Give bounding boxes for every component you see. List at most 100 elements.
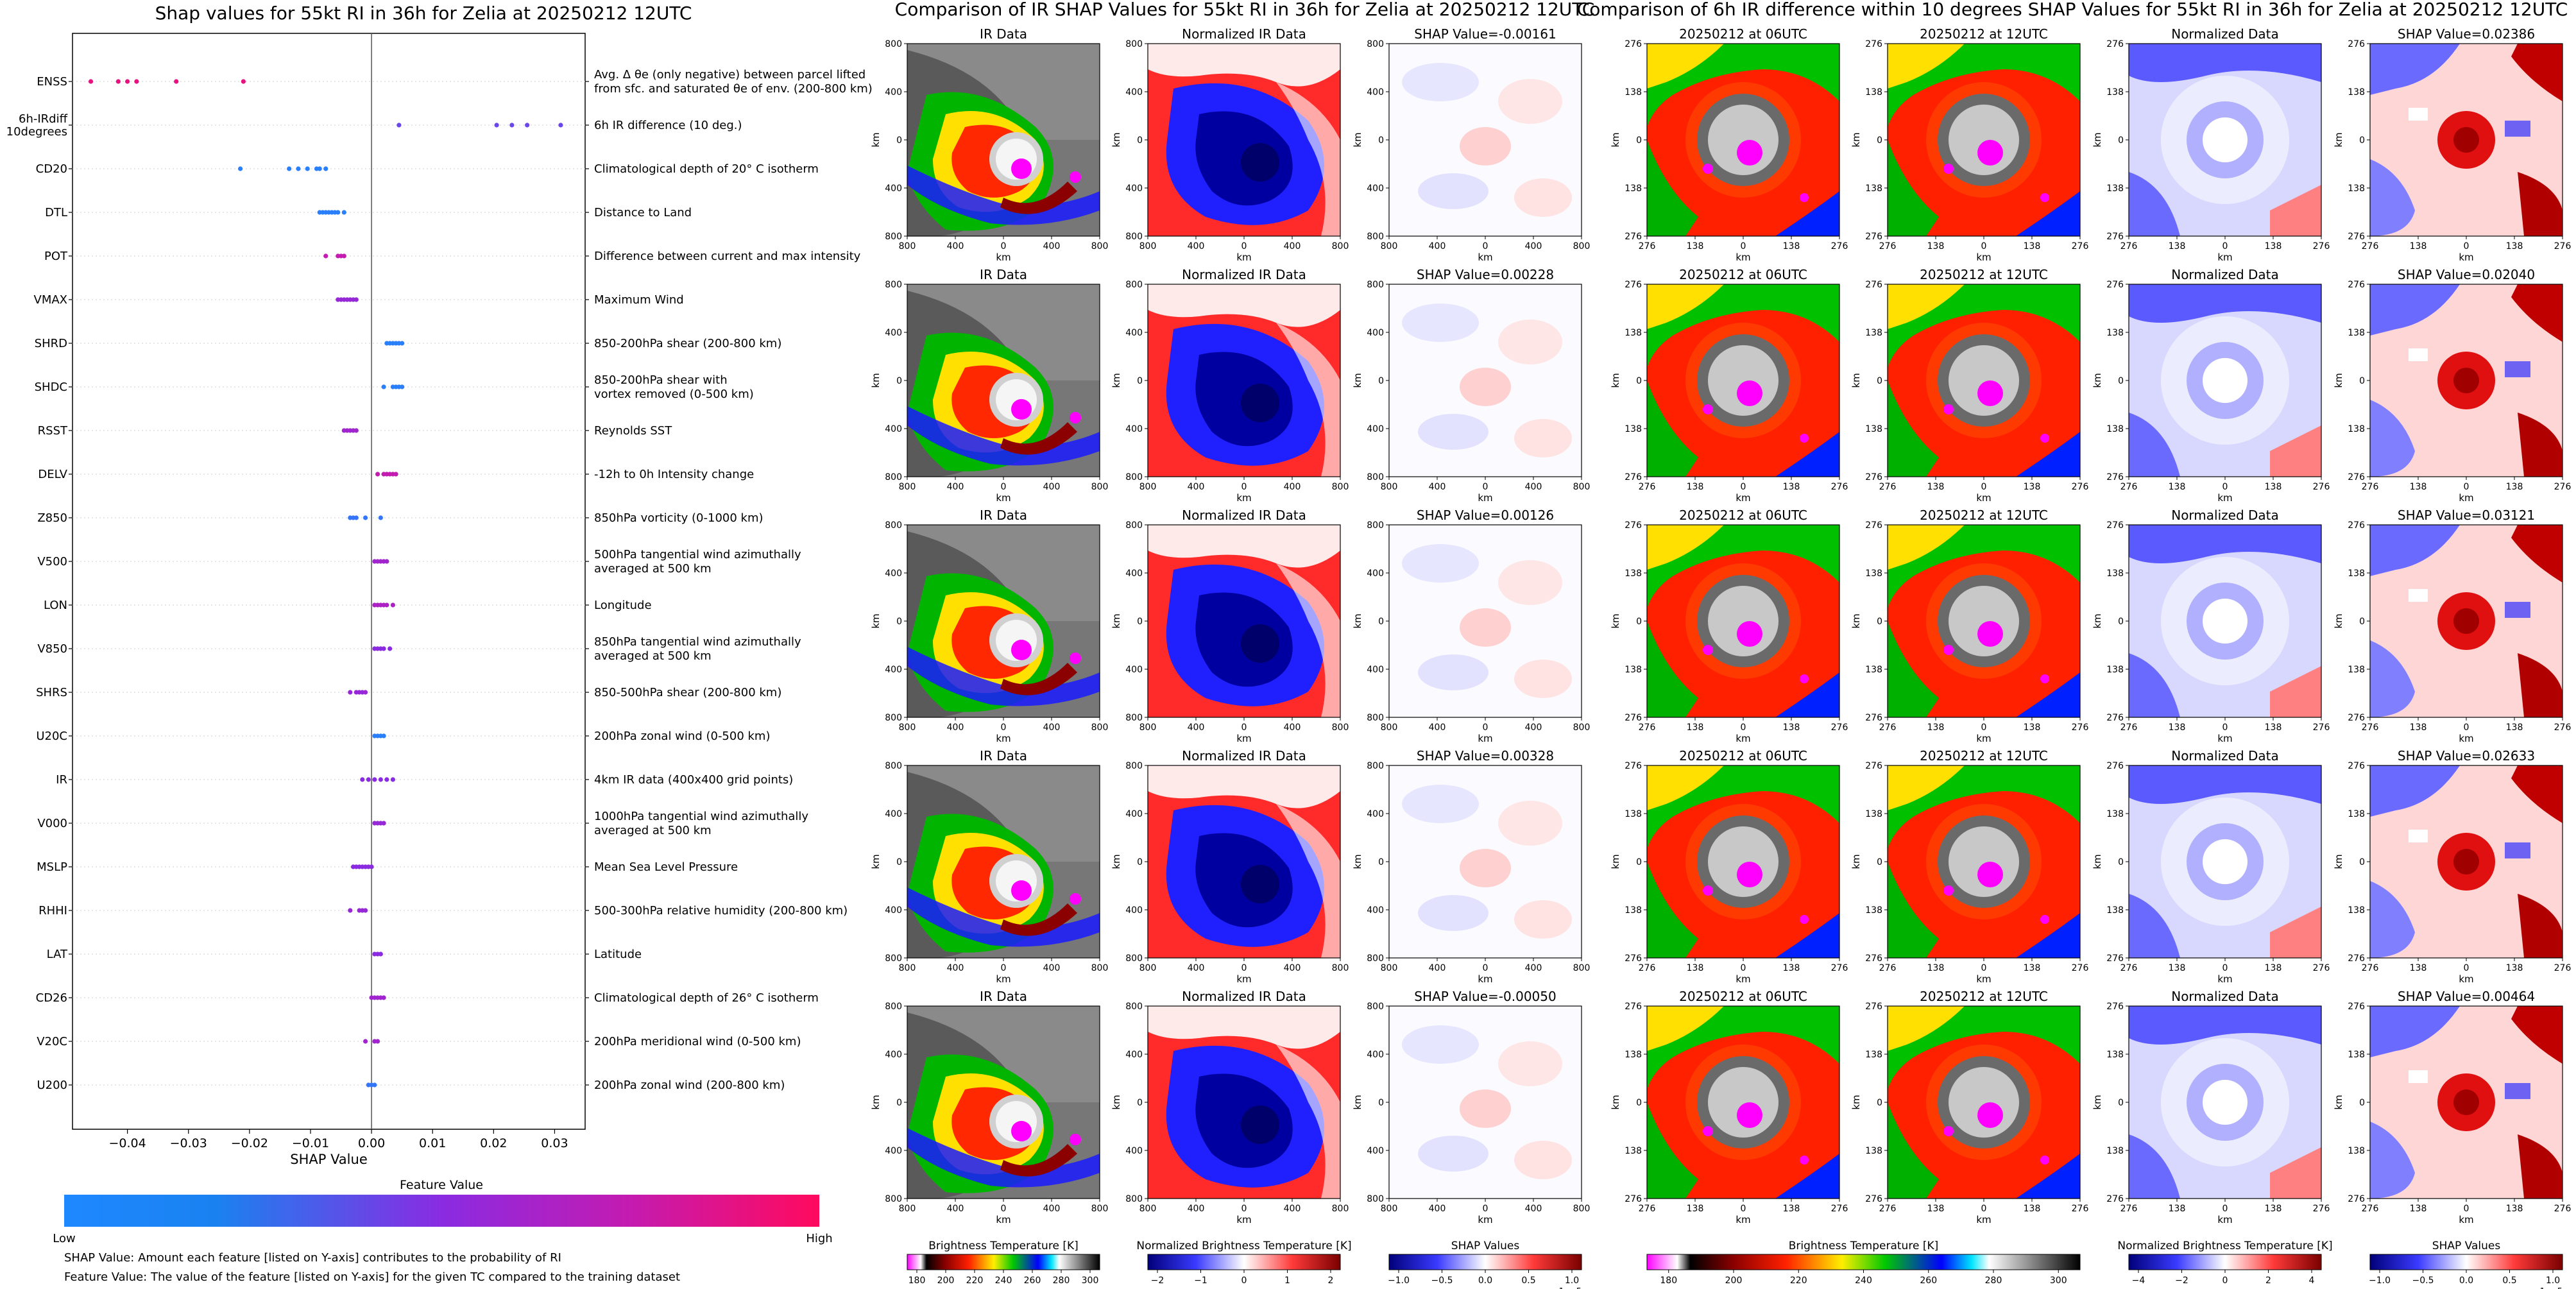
panel-x-tick-label: 138	[2024, 482, 2041, 492]
panel-y-tick-label: 276	[1625, 280, 1642, 290]
panel-y-tick-label: 400	[1125, 568, 1143, 579]
panel-x-tick-label: 276	[2313, 963, 2330, 973]
shap-point	[390, 777, 395, 782]
panel-x-tick-label: 276	[1879, 482, 1897, 492]
colorbar-tick-label: 220	[1790, 1276, 1807, 1286]
shap-point	[363, 908, 368, 913]
panel-y-tick-label: 400	[1125, 424, 1143, 434]
feature-name: POT	[44, 250, 68, 263]
colorbar-tick-label: 260	[1024, 1276, 1041, 1286]
panel-x-tick-label: 276	[2120, 241, 2138, 252]
panel-x-tick-label: 138	[1927, 722, 1945, 733]
panel-y-label: km	[2333, 132, 2344, 147]
feature-name: 6h-IRdiff	[19, 112, 68, 126]
panel-title: SHAP Value=0.02633	[2398, 748, 2535, 764]
panel-x-tick-label: 276	[2120, 722, 2138, 733]
feature-name: SHDC	[35, 380, 67, 394]
panel-x-tick-label: 0	[1741, 722, 1746, 733]
panel-y-label: km	[870, 1095, 882, 1109]
panel-y-label: km	[2333, 1095, 2344, 1109]
shap-point	[354, 428, 359, 433]
panel-y-tick-label: 276	[1865, 232, 1882, 242]
panel-x-tick-label: 276	[2120, 482, 2138, 492]
panel-x-tick-label: 138	[2410, 241, 2427, 252]
panel-x-tick-label: 400	[947, 963, 964, 973]
shap-point	[378, 952, 383, 957]
x-axis-label: SHAP Value	[290, 1152, 368, 1167]
panel-x-tick-label: 138	[2506, 482, 2523, 492]
panel-x-tick-label: 138	[1687, 1204, 1704, 1214]
panel-x-tick-label: 138	[2024, 963, 2041, 973]
feature-description: Longitude	[594, 599, 652, 612]
panel-y-tick-label: 276	[1625, 39, 1642, 49]
panel-x-tick-label: 276	[2362, 241, 2379, 252]
panel-y-tick-label: 138	[2348, 87, 2365, 98]
panel-x-tick-label: 0	[1981, 241, 1987, 252]
panel-y-tick-label: 138	[2106, 424, 2124, 434]
panel-y-tick-label: 800	[1125, 520, 1143, 531]
colorbar-tick-label: −2	[2175, 1276, 2188, 1286]
panel-y-tick-label: 400	[885, 87, 902, 98]
panel-x-label: km	[1478, 1214, 1492, 1225]
panel-x-tick-label: 800	[1332, 241, 1349, 252]
colorbar-tick-label: 2	[2265, 1276, 2271, 1286]
colorbar-label: SHAP Values	[2432, 1240, 2501, 1252]
panel-y-label: km	[2092, 854, 2103, 869]
panel-title: 20250212 at 12UTC	[1920, 989, 2048, 1004]
shap-point	[381, 646, 386, 651]
feature-description: 850-200hPa shear with	[594, 373, 728, 387]
panel-x-tick-label: 138	[2265, 241, 2282, 252]
panel-y-tick-label: 276	[1865, 713, 1882, 723]
panel-title: Normalized Data	[2171, 748, 2279, 764]
panel-y-label: km	[870, 373, 882, 388]
shap-point	[354, 515, 359, 520]
colorbar-gradient	[2369, 1254, 2563, 1270]
panel-y-tick-label: 276	[1625, 232, 1642, 242]
panel-y-tick-label: 276	[1865, 472, 1882, 482]
panel-x-label: km	[1736, 973, 1750, 985]
plot-frame	[72, 33, 586, 1130]
panel-y-tick-label: 800	[885, 761, 902, 771]
panel-y-tick-label: 400	[885, 1146, 902, 1156]
panel-title: 20250212 at 06UTC	[1679, 26, 1807, 42]
panel-y-tick-label: 138	[1865, 424, 1882, 434]
panel-x-label: km	[1236, 1214, 1251, 1225]
panel-x-tick-label: 276	[2554, 241, 2572, 252]
panel-y-tick-label: 400	[1367, 424, 1384, 434]
panel-x-tick-label: 0	[1981, 722, 1987, 733]
panel-y-label: km	[2092, 373, 2103, 388]
panel-y-tick-label: 0	[1378, 857, 1384, 867]
panel-title: SHAP Value=-0.00161	[1414, 26, 1556, 42]
colorbar: SHAP Values −1.0 −0.5 0.0 0.5 1.01e−5	[1388, 1240, 1582, 1289]
panel-y-tick-label: 276	[1865, 280, 1882, 290]
colorbar-tick-label: 1	[1284, 1276, 1290, 1286]
panel-image	[1888, 765, 2080, 958]
panel-x-tick-label: 138	[2169, 1204, 2186, 1214]
panel-y-tick-label: 0	[1877, 617, 1882, 627]
panel-y-tick-label: 138	[1865, 665, 1882, 675]
shap-point	[381, 821, 386, 826]
panel-y-tick-label: 276	[2348, 953, 2365, 964]
panel-x-tick-label: 800	[1139, 482, 1157, 492]
feature-value-colorbar: Feature Value Low High	[53, 1178, 832, 1245]
panel-title: IR Data	[980, 267, 1027, 282]
panel-y-tick-label: 0	[1636, 1098, 1642, 1108]
panel-y-tick-label: 138	[2348, 1146, 2365, 1156]
panel-x-tick-label: 138	[1927, 241, 1945, 252]
panel-x-tick-label: 138	[2506, 963, 2523, 973]
panel-x-tick-label: 800	[1091, 482, 1109, 492]
panel-x-tick-label: 0	[1741, 482, 1746, 492]
panel-y-tick-label: 276	[1625, 953, 1642, 964]
panel-x-tick-label: 0	[1241, 482, 1247, 492]
panel-x-tick-label: 138	[2265, 963, 2282, 973]
panel-x-tick-label: 800	[1139, 963, 1157, 973]
panel-image	[2129, 1006, 2321, 1199]
shap-point	[372, 777, 377, 782]
panel-title: Normalized IR Data	[1182, 267, 1306, 282]
panel-image	[1888, 44, 2080, 236]
panel-y-tick-label: 0	[1877, 135, 1882, 146]
